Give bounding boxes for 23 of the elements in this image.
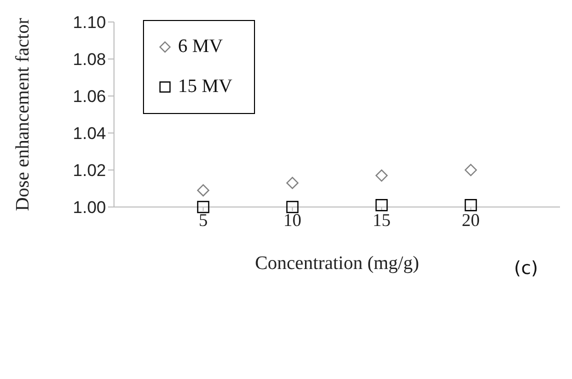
y-tick-label: 1.10 (72, 13, 106, 32)
y-tick-label: 1.00 (72, 198, 106, 218)
x-tick-label: 15 (372, 210, 391, 230)
point (464, 199, 477, 212)
point (376, 169, 388, 182)
x-tick-label: 10 (283, 210, 302, 230)
y-tick-label: 1.08 (72, 50, 106, 70)
point (286, 176, 298, 190)
point (376, 199, 388, 212)
point (464, 164, 477, 176)
legend-label: 15 MV (178, 75, 232, 99)
x-axis-title: Concentration (mg/g) (254, 253, 420, 274)
y-tick-label: 1.06 (72, 87, 106, 106)
x-tick-label: 5 (198, 210, 208, 230)
point (286, 200, 298, 214)
x-tick-label: 20 (462, 210, 480, 230)
text: (c) (514, 258, 538, 279)
y-axis-title: Dose enhancement factor (12, 17, 34, 212)
point (197, 184, 210, 196)
y-tick-label: 1.04 (72, 124, 106, 144)
legend-label: 6 MV (178, 35, 223, 59)
y-tick-label: 1.02 (72, 161, 106, 180)
point (197, 200, 210, 214)
